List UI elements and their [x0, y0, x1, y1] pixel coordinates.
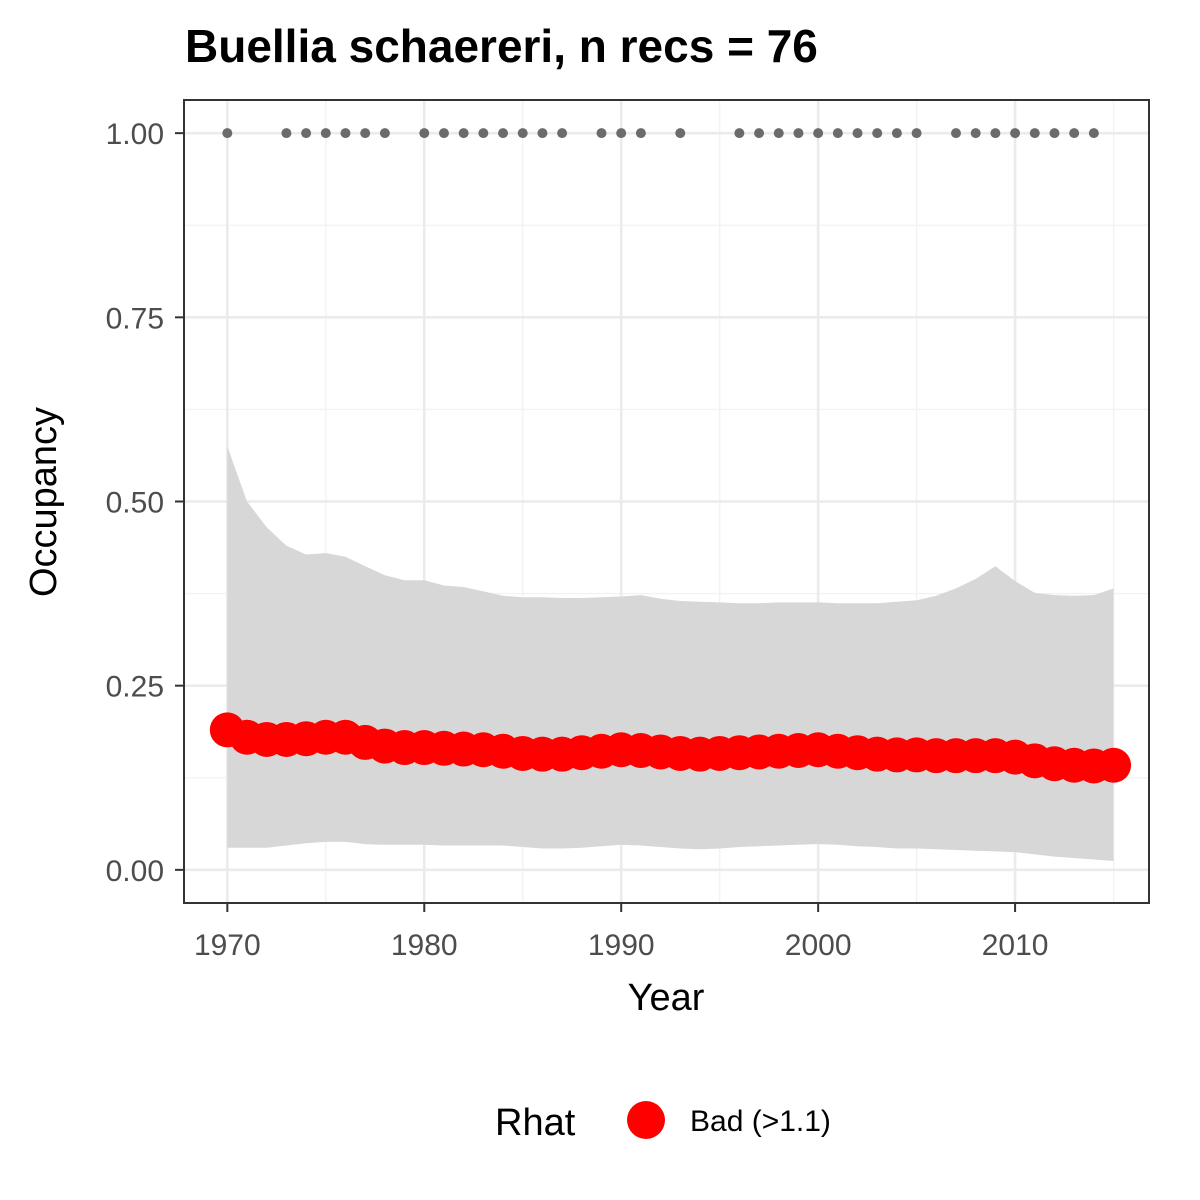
record-point [891, 128, 902, 139]
record-point [1010, 128, 1021, 139]
record-point [734, 128, 745, 139]
record-points-layer [222, 128, 1099, 139]
record-point [1069, 128, 1080, 139]
record-point [498, 128, 509, 139]
legend: Rhat Bad (>1.1) [495, 1101, 831, 1144]
y-tick-label: 0.00 [106, 855, 164, 888]
record-point [419, 128, 430, 139]
record-point [616, 128, 627, 139]
occupancy-point [1096, 747, 1132, 783]
record-point [478, 128, 489, 139]
record-point [557, 128, 568, 139]
y-tick-label: 1.00 [106, 118, 164, 151]
record-point [832, 128, 843, 139]
y-tick-label: 0.50 [106, 487, 164, 520]
y-tick-label: 0.75 [106, 302, 164, 335]
chart-title: Buellia schaereri, n recs = 76 [185, 20, 818, 72]
occupancy-points-layer [209, 712, 1132, 784]
record-point [773, 128, 784, 139]
record-point [852, 128, 863, 139]
record-point [951, 128, 961, 139]
record-point [281, 128, 292, 139]
record-point [1049, 128, 1060, 139]
record-point [222, 128, 233, 139]
record-point [301, 128, 312, 139]
record-point [360, 128, 371, 139]
y-axis-ticks: 0.00 0.25 0.50 0.75 1.00 [106, 118, 184, 888]
x-tick-label: 2010 [982, 929, 1049, 962]
record-point [970, 128, 981, 139]
record-point [340, 128, 351, 139]
record-point [635, 128, 646, 139]
legend-swatch-bad [627, 1101, 665, 1139]
record-point [911, 128, 922, 139]
x-axis-title: Year [628, 977, 705, 1019]
record-point [537, 128, 548, 139]
record-point [379, 128, 390, 139]
record-point [793, 128, 804, 139]
record-point [813, 128, 824, 139]
record-point [754, 128, 765, 139]
x-axis-ticks: 1970 1980 1990 2000 2010 [194, 903, 1049, 962]
record-point [990, 128, 1001, 139]
record-point [1088, 128, 1099, 139]
record-point [1029, 128, 1040, 139]
legend-label-bad: Bad (>1.1) [690, 1105, 831, 1138]
record-point [458, 128, 469, 139]
record-point [872, 128, 883, 139]
record-point [438, 128, 449, 139]
legend-title: Rhat [495, 1102, 576, 1144]
record-point [675, 128, 686, 139]
x-tick-label: 1980 [391, 929, 458, 962]
y-axis-title: Occupancy [23, 407, 65, 597]
record-point [517, 128, 528, 139]
x-tick-label: 1990 [588, 929, 655, 962]
record-point [596, 128, 607, 139]
y-tick-label: 0.25 [106, 671, 164, 704]
x-tick-label: 2000 [785, 929, 852, 962]
record-point [320, 128, 331, 139]
x-tick-label: 1970 [194, 929, 261, 962]
